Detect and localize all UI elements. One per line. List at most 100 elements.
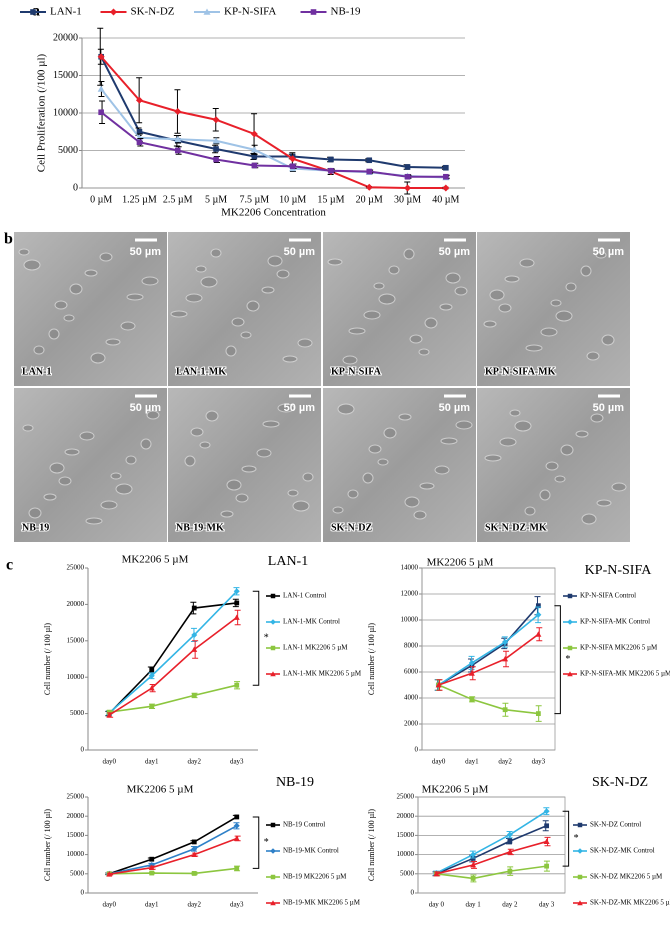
x-tick-label: day1 xyxy=(145,901,159,909)
y-tick-label: 15000 xyxy=(397,831,415,839)
x-tick-label: day3 xyxy=(230,758,244,766)
series-line xyxy=(109,825,238,875)
x-tick-label: 30 µM xyxy=(394,194,421,205)
series-line xyxy=(109,867,237,875)
significance-bracket xyxy=(252,816,260,869)
marker xyxy=(203,8,211,15)
marker xyxy=(567,645,573,651)
cell xyxy=(287,489,299,497)
cell xyxy=(611,482,627,492)
series-line xyxy=(100,56,446,169)
series-line xyxy=(108,816,238,875)
series-line xyxy=(438,684,539,715)
marker xyxy=(148,672,155,679)
panel-label: b xyxy=(4,231,13,248)
marker xyxy=(148,685,155,691)
cell xyxy=(498,303,512,313)
y-tick-label: 10000 xyxy=(397,850,415,858)
marker xyxy=(577,874,583,880)
marker xyxy=(366,157,373,164)
cell xyxy=(18,248,30,256)
cell xyxy=(49,462,65,474)
significance-mark: * xyxy=(264,633,269,644)
cell xyxy=(99,252,113,262)
marker xyxy=(328,167,334,174)
cell xyxy=(409,334,423,344)
cell xyxy=(126,293,144,301)
marker xyxy=(270,645,276,651)
marker xyxy=(250,130,258,138)
cell xyxy=(586,351,600,361)
chart-subtitle: KP-N-SIFA xyxy=(585,563,653,578)
legend-label: KP-N-SIFA-MK MK2206 5 µM xyxy=(580,670,670,678)
y-tick-label: 0 xyxy=(81,889,85,897)
y-tick-label: 15000 xyxy=(67,636,85,644)
y-tick-label: 20000 xyxy=(67,600,85,608)
cell xyxy=(595,251,607,259)
cell xyxy=(555,310,573,322)
series-line xyxy=(108,590,238,714)
marker xyxy=(97,53,105,61)
marker xyxy=(233,614,240,620)
y-tick-label: 4000 xyxy=(404,694,419,702)
cell xyxy=(440,437,458,445)
marker xyxy=(577,848,583,854)
cell xyxy=(363,310,381,320)
cell xyxy=(297,338,313,348)
marker xyxy=(98,109,104,116)
marker xyxy=(250,146,258,153)
cell xyxy=(540,327,558,337)
legend-label: SK-N-DZ-MK Control xyxy=(590,847,655,855)
legend-label: NB-19 MK2206 5 µM xyxy=(283,873,347,881)
cell xyxy=(332,506,344,514)
y-axis-label: Cell number (/ 100 µl) xyxy=(43,809,52,881)
cell xyxy=(348,327,366,335)
marker xyxy=(433,870,440,877)
cell xyxy=(413,510,427,520)
x-tick-label: 0 µM xyxy=(90,194,112,205)
cell xyxy=(454,286,468,296)
x-tick-label: day 3 xyxy=(539,901,555,909)
y-axis-label: Cell Proliferation (/100 µl) xyxy=(36,53,48,172)
y-tick-label: 0 xyxy=(81,746,85,754)
cell xyxy=(226,479,242,491)
series-line xyxy=(436,840,547,875)
marker xyxy=(174,135,182,143)
marker xyxy=(233,835,240,841)
cell xyxy=(200,276,218,288)
x-tick-label: day2 xyxy=(498,758,512,766)
marker xyxy=(174,108,182,115)
cell xyxy=(90,352,106,364)
series-line xyxy=(438,633,539,686)
marker xyxy=(149,667,155,673)
y-tick-label: 5000 xyxy=(58,145,78,156)
image-label: SK-N-DZ xyxy=(331,522,372,533)
legend-label: SK-N-DZ Control xyxy=(590,821,641,829)
y-tick-label: 6000 xyxy=(404,668,419,676)
x-tick-label: day0 xyxy=(102,758,116,766)
cell xyxy=(262,420,280,428)
chart-subtitle: SK-N-DZ xyxy=(592,775,648,790)
marker xyxy=(191,845,198,852)
y-tick-label: 2000 xyxy=(404,720,419,728)
cell xyxy=(261,286,275,294)
y-tick-label: 20000 xyxy=(397,812,415,820)
marker xyxy=(502,707,508,713)
cell xyxy=(550,299,562,307)
x-tick-label: day1 xyxy=(145,758,159,766)
y-tick-label: 8000 xyxy=(404,642,419,650)
cell xyxy=(398,413,412,421)
x-tick-label: 15 µM xyxy=(317,194,344,205)
marker xyxy=(270,848,276,854)
marker xyxy=(136,139,143,146)
cell xyxy=(120,321,136,331)
marker xyxy=(507,868,513,874)
chart-title: MK2206 5 µM xyxy=(122,554,189,566)
legend-label: NB-19-MK Control xyxy=(283,847,339,855)
marker xyxy=(191,605,197,611)
series-line xyxy=(436,865,547,880)
image-label: LAN-1-MK xyxy=(176,366,226,377)
series-line xyxy=(100,56,446,189)
panel-label: c xyxy=(6,557,13,574)
marker xyxy=(191,851,198,857)
